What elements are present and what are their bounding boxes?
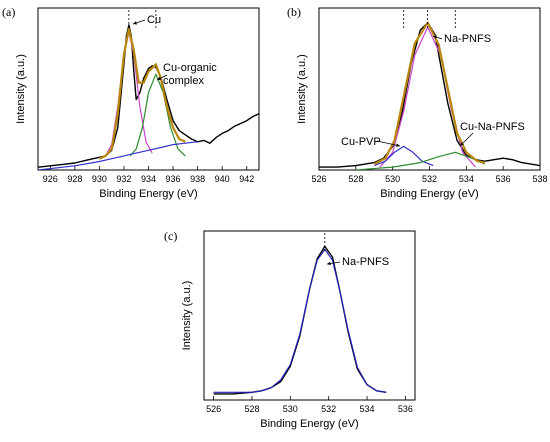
x-tick-label: 926 bbox=[43, 174, 58, 184]
annotation-label: Cu bbox=[147, 14, 161, 26]
annotation-arrowhead bbox=[157, 76, 161, 80]
x-tick-label: 532 bbox=[422, 174, 437, 184]
series-cu-pvp-component bbox=[374, 145, 434, 167]
annotation-arrowhead bbox=[433, 35, 437, 39]
x-axis-title: Binding Energy (eV) bbox=[99, 188, 197, 200]
x-tick-label: 940 bbox=[215, 174, 230, 184]
panel-label: (b) bbox=[287, 5, 301, 19]
series-envelope bbox=[373, 21, 486, 166]
annotation-arrowhead bbox=[133, 21, 137, 25]
x-tick-label: 538 bbox=[532, 174, 547, 184]
x-tick-label: 934 bbox=[141, 174, 156, 184]
y-axis-title: Intensity (a.u.) bbox=[15, 54, 27, 124]
x-tick-label: 528 bbox=[348, 174, 363, 184]
series-cu-component bbox=[104, 31, 153, 157]
x-tick-label: 530 bbox=[283, 404, 298, 414]
series-na-pnfs-component bbox=[379, 26, 476, 168]
annotation-arrowhead bbox=[396, 143, 400, 147]
series-fit bbox=[213, 248, 387, 393]
panel-1: 926 928 930 932 934 936 938 940 942 Binding Energ… bbox=[2, 5, 260, 200]
annotation-label: Cu-organic complex bbox=[163, 62, 217, 87]
x-tick-label: 536 bbox=[496, 174, 511, 184]
annotation-label: Na-PNFS bbox=[444, 33, 491, 45]
annotation-arrowhead bbox=[460, 142, 464, 146]
annotation-arrowhead bbox=[327, 261, 331, 266]
x-tick-label: 530 bbox=[385, 174, 400, 184]
annotation-arrow bbox=[376, 140, 401, 147]
x-tick-label: 942 bbox=[239, 174, 254, 184]
x-tick-label: 928 bbox=[67, 174, 82, 184]
panel-3: 526 528 530 532 534 536 Binding Energy (eV) Int… bbox=[164, 229, 416, 430]
y-axis-title: Intensity (a.u.) bbox=[296, 54, 308, 124]
x-tick-label: 526 bbox=[311, 174, 326, 184]
x-tick-label: 536 bbox=[398, 404, 413, 414]
panel-2: 526 528 530 532 534 536 538 Binding Energy (eV)… bbox=[287, 5, 548, 200]
x-tick-label: 932 bbox=[116, 174, 131, 184]
x-axis-title: Binding Energy (eV) bbox=[380, 188, 478, 200]
panel-label: (a) bbox=[2, 5, 15, 19]
x-tick-label: 526 bbox=[206, 404, 221, 414]
panel-label: (c) bbox=[164, 229, 177, 243]
x-tick-label: 936 bbox=[166, 174, 181, 184]
x-tick-label: 528 bbox=[244, 404, 259, 414]
x-tick-label: 534 bbox=[459, 174, 474, 184]
y-axis-title: Intensity (a.u.) bbox=[181, 281, 193, 351]
annotation-label: Cu-PVP bbox=[341, 136, 381, 148]
x-axis-title: Binding Energy (eV) bbox=[260, 418, 358, 430]
x-tick-label: 938 bbox=[190, 174, 205, 184]
series-background bbox=[38, 141, 198, 170]
x-tick-label: 532 bbox=[321, 404, 336, 414]
series-cu-organic-complex-component bbox=[129, 73, 186, 157]
series-envelope bbox=[98, 28, 186, 160]
annotation-label: Cu-Na-PNFS bbox=[460, 121, 525, 133]
plot-frame bbox=[203, 230, 416, 401]
annotation-label: Na-PNFS bbox=[342, 256, 389, 268]
x-tick-label: 534 bbox=[360, 404, 375, 414]
x-tick-label: 930 bbox=[92, 174, 107, 184]
